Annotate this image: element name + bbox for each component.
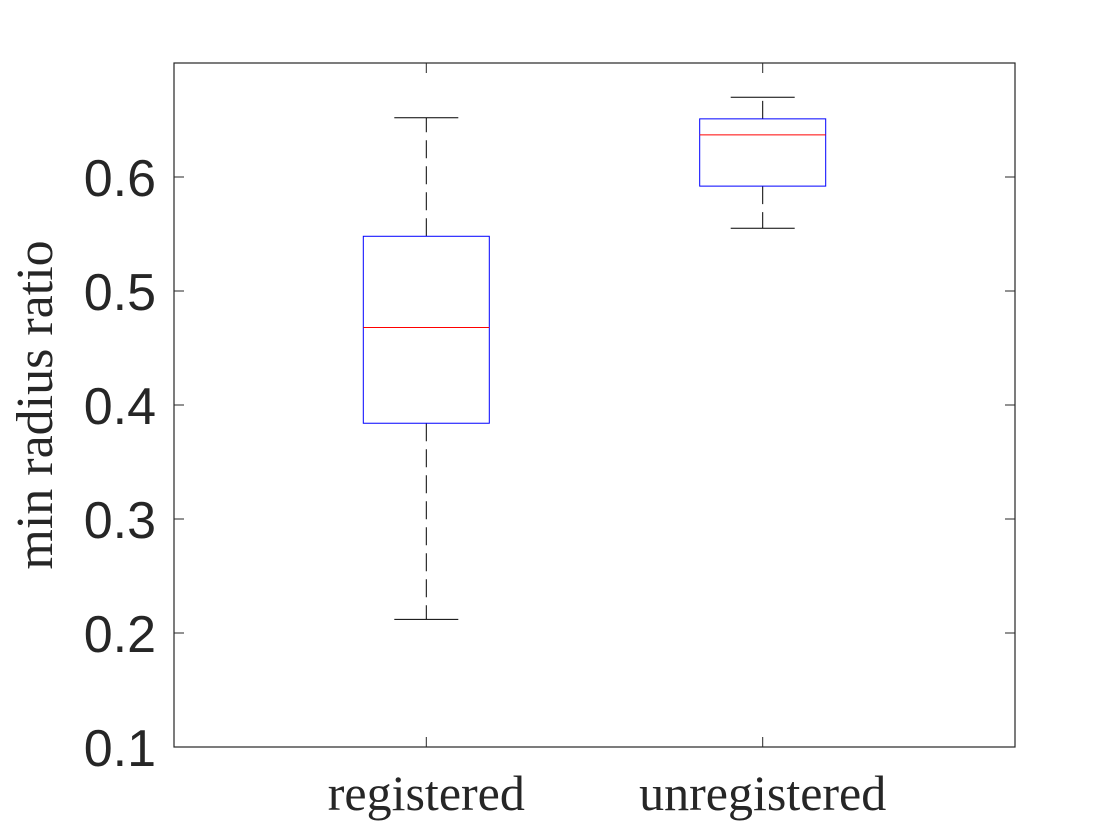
box-registered [362,235,490,424]
y-tick-label: 0.1 [84,720,156,778]
x-tick-labels: registered unregistered [328,765,887,821]
y-tick-label: 0.6 [84,150,156,208]
y-tick-label: 0.2 [84,606,156,664]
y-axis-title: min radius ratio [7,240,64,569]
plot-area [173,62,1016,748]
y-tick-label: 0.4 [84,378,156,436]
y-tick-label: 0.5 [84,264,156,322]
y-tick-label: 0.3 [84,492,156,550]
y-ticks: 0.1 0.2 0.3 0.4 0.5 0.6 [84,150,1015,778]
x-tick-label: unregistered [639,765,886,821]
x-tick-label: registered [328,765,525,821]
boxes [362,63,827,747]
box-unregistered [699,118,827,187]
